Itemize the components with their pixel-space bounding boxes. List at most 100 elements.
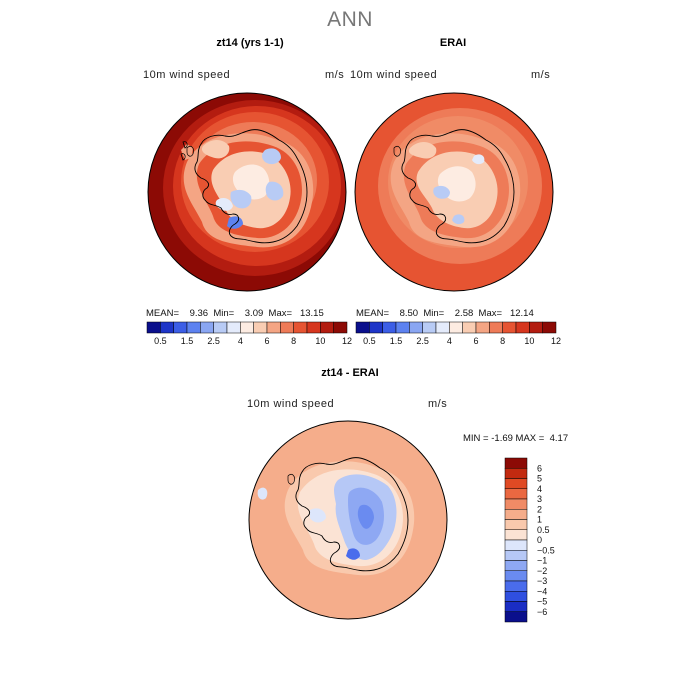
panel-1-polar-map — [147, 92, 347, 292]
colorbar-tick-label: 3 — [537, 494, 542, 504]
colorbar-tick-label: 1.5 — [181, 336, 194, 346]
colorbar-swatch — [146, 321, 161, 334]
colorbar-swatch — [502, 321, 517, 334]
colorbar-tick-label: 0.5 — [363, 336, 376, 346]
colorbar-swatch — [355, 321, 370, 334]
colorbar-tick-label: 0.5 — [537, 525, 550, 535]
colorbar-tick-label: 6 — [537, 463, 542, 473]
colorbar-tick-label: 8 — [500, 336, 505, 346]
colorbar-swatch — [504, 509, 528, 520]
colorbar-swatch — [173, 321, 188, 334]
colorbar-tick-label: 8 — [291, 336, 296, 346]
colorbar-swatch — [504, 529, 528, 541]
colorbar-tick-label: 6 — [264, 336, 269, 346]
colorbar-tick-label: 1.5 — [390, 336, 403, 346]
colorbar-swatch — [542, 321, 557, 334]
panel-1-min-label: Min= — [213, 308, 235, 319]
colorbar-swatch — [449, 321, 463, 334]
panel-1-colorbar: 0.5 1.5 2.5 4 6 8 10 12 — [146, 321, 352, 346]
panel-2-units-label: m/s — [531, 69, 551, 81]
colorbar-tick-label: 0.5 — [154, 336, 167, 346]
colorbar-swatch — [253, 321, 268, 334]
colorbar-tick-label: 2.5 — [207, 336, 220, 346]
colorbar-tick-label: −1 — [537, 556, 547, 566]
colorbar-swatch — [504, 498, 528, 510]
panel-3-min-value: -1.69 — [491, 433, 513, 444]
colorbar-swatch — [504, 488, 528, 500]
panel-1-units-label: m/s — [325, 69, 345, 81]
colorbar-swatch — [475, 321, 490, 334]
panel-2-title: ERAI — [439, 37, 467, 49]
panel-1-max-label: Max= — [268, 308, 293, 319]
colorbar-tick-label: 10 — [315, 336, 325, 346]
colorbar-swatch — [504, 570, 528, 582]
colorbar-swatch — [320, 321, 334, 334]
panel-1-mean-value: 9.36 — [189, 308, 209, 319]
colorbar-tick-label: 10 — [524, 336, 534, 346]
colorbar-swatch — [504, 478, 528, 489]
panel-1-stats: MEAN= 9.36 Min= 3.09 Max= 13.15 — [146, 308, 324, 319]
colorbar-tick-label: 12 — [551, 336, 561, 346]
colorbar-swatch — [504, 468, 528, 479]
colorbar-tick-label: −2 — [537, 566, 547, 576]
colorbar-swatch — [306, 321, 321, 334]
panel-3-max-value: 4.17 — [549, 433, 569, 444]
colorbar-swatch — [213, 321, 228, 334]
panel-1-min-value: 3.09 — [244, 308, 264, 319]
panel-2-stats: MEAN= 8.50 Min= 2.58 Max= 12.14 — [356, 308, 534, 319]
panel-2-variable-label: 10m wind speed — [350, 69, 438, 81]
colorbar-tick-label: 1 — [537, 515, 542, 525]
colorbar-tick-label: −3 — [537, 576, 547, 586]
colorbar-swatch — [504, 457, 528, 469]
colorbar-swatch — [504, 539, 528, 551]
colorbar-tick-label: 2 — [537, 504, 542, 514]
panel-1-variable-label: 10m wind speed — [143, 69, 231, 81]
colorbar-tick-label: 6 — [473, 336, 478, 346]
panel-2-max-label: Max= — [478, 308, 503, 319]
colorbar-swatch — [382, 321, 397, 334]
colorbar-swatch — [240, 321, 254, 334]
panel-2-polar-map — [354, 92, 554, 292]
colorbar-tick-label: 5 — [537, 474, 542, 484]
panel-3-stats: MIN = -1.69 MAX = 4.17 — [463, 433, 568, 444]
panel-2-min-value: 2.58 — [454, 308, 474, 319]
panel-2-colorbar: 0.5 1.5 2.5 4 6 8 10 12 — [355, 321, 561, 346]
colorbar-swatch — [504, 550, 528, 561]
panel-2-mean-value: 8.50 — [399, 308, 419, 319]
panel-3-variable-label: 10m wind speed — [247, 398, 335, 410]
colorbar-swatch — [462, 321, 477, 334]
colorbar-swatch — [435, 321, 450, 334]
panel-2-min-label: Min= — [423, 308, 445, 319]
colorbar-swatch — [489, 321, 503, 334]
colorbar-swatch — [504, 580, 528, 592]
colorbar-swatch — [226, 321, 241, 334]
panel-3-title: zt14 - ERAI — [321, 367, 379, 379]
colorbar-swatch — [395, 321, 410, 334]
colorbar-tick-label: −0.5 — [537, 545, 555, 555]
panel-3-min-label: MIN = — [463, 433, 489, 444]
colorbar-tick-label: −6 — [537, 607, 547, 617]
colorbar-tick-label: −4 — [537, 586, 547, 596]
colorbar-tick-label: 2.5 — [416, 336, 429, 346]
colorbar-swatch — [504, 601, 528, 612]
colorbar-swatch — [280, 321, 294, 334]
panel-2-max-value: 12.14 — [509, 308, 534, 319]
page-title: ANN — [327, 8, 373, 31]
colorbar-tick-label: 4 — [537, 484, 542, 494]
colorbar-swatch — [504, 560, 528, 571]
colorbar-swatch — [504, 611, 528, 623]
colorbar-swatch — [369, 321, 383, 334]
colorbar-swatch — [504, 591, 528, 602]
colorbar-tick-label: 12 — [342, 336, 352, 346]
colorbar-tick-label: −5 — [537, 597, 547, 607]
colorbar-swatch — [515, 321, 530, 334]
colorbar-swatch — [333, 321, 348, 334]
panel-1-max-value: 13.15 — [299, 308, 324, 319]
colorbar-tick-label: 4 — [447, 336, 452, 346]
colorbar-tick-label: 4 — [238, 336, 243, 346]
colorbar-tick-label: 0 — [537, 535, 542, 545]
colorbar-swatch — [160, 321, 174, 334]
panel-1-title: zt14 (yrs 1-1) — [216, 37, 284, 49]
panel-1-mean-label: MEAN= — [146, 308, 179, 319]
